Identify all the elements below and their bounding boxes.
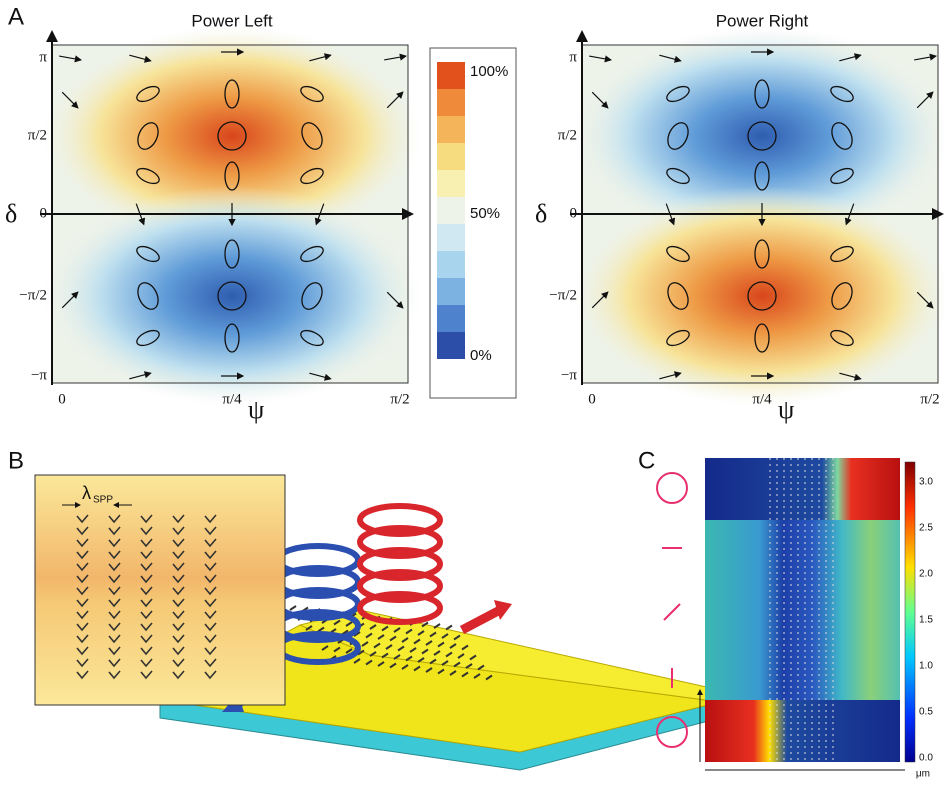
figure: APower Leftδψππ/20−π/2−π0π/4π/2Power Rig…	[0, 0, 944, 781]
spacing-symbol: λ	[82, 483, 91, 503]
panel-label: C	[638, 447, 655, 474]
y-tick-label: −π/2	[19, 287, 47, 303]
lobe	[572, 186, 944, 406]
y-tick-label: π	[569, 49, 577, 65]
colorbar-tick-label: 2.5	[919, 523, 933, 534]
x-tick-label: 0	[58, 391, 66, 407]
colorbar-tick-label: 1.5	[919, 615, 933, 626]
y-axis-label: δ	[535, 199, 547, 228]
x-tick-label: 0	[588, 391, 596, 407]
antenna	[290, 606, 296, 610]
antenna	[446, 626, 452, 630]
colorbar-swatch	[437, 197, 465, 224]
field-band	[705, 700, 900, 762]
y-tick-label: π/2	[558, 127, 577, 143]
y-tick-label: 0	[40, 205, 48, 221]
x-axis-label: ψ	[248, 395, 264, 424]
colorbar-label: 50%	[470, 205, 500, 222]
power-map: Power Right δ ψ π π/2 0 −π/2 −π 0 π/4 π/2	[535, 11, 944, 423]
colorbar-tick-label: 3.0	[919, 477, 933, 488]
colorbar	[905, 462, 915, 762]
plot-title: Power Right	[716, 11, 809, 30]
x-axis-label: ψ	[778, 395, 794, 424]
colorbar-swatch	[437, 170, 465, 197]
colorbar-swatch	[437, 116, 465, 143]
colorbar-tick-label: 1.0	[919, 661, 933, 672]
x-tick-label: π/2	[390, 391, 409, 407]
y-tick-label: π	[39, 49, 47, 65]
colorbar-swatch	[437, 143, 465, 170]
colorbar-swatch	[437, 278, 465, 305]
colorbar-swatch	[437, 251, 465, 278]
polarization-icon	[657, 473, 687, 503]
colorbar-tick-label: 0.0	[919, 753, 933, 764]
field-band	[705, 520, 900, 700]
field-band	[705, 458, 900, 520]
colorbar-swatch	[437, 332, 465, 359]
y-tick-label: −π/2	[549, 287, 577, 303]
y-tick-label: −π	[561, 367, 577, 383]
colorbar-label: 100%	[470, 63, 508, 80]
spacing-subscript: SPP	[93, 495, 113, 506]
polarization-icon	[664, 604, 680, 620]
y-tick-label: π/2	[28, 127, 47, 143]
colorbar-swatch	[437, 224, 465, 251]
axis-unit: μm	[916, 769, 930, 780]
plot-title: Power Left	[191, 11, 273, 30]
colorbar-swatch	[437, 305, 465, 332]
power-map: Power Left δ ψ π π/2 0 −π/2 −π 0 π/4 π/2	[5, 11, 422, 423]
inset-frame	[35, 475, 285, 705]
x-tick-label: π/4	[752, 391, 772, 407]
colorbar-label: 0%	[470, 347, 492, 364]
colorbar-swatch	[437, 62, 465, 89]
x-tick-label: π/4	[222, 391, 242, 407]
y-axis-label: δ	[5, 199, 17, 228]
direction-arrow	[462, 610, 500, 630]
colorbar: 100% 50% 0%	[430, 48, 516, 398]
inset: λSPP	[35, 475, 285, 705]
colorbar-tick-label: 2.0	[919, 569, 933, 580]
x-tick-label: π/2	[920, 391, 939, 407]
panel-label: A	[8, 3, 24, 30]
colorbar-swatch	[437, 89, 465, 116]
panel-label: B	[8, 447, 24, 474]
panel-c: Cμm 3.0 2.5 2.0 1.5 1.0 0.5 0.0	[638, 447, 933, 779]
y-tick-label: 0	[570, 205, 578, 221]
colorbar-tick-label: 0.5	[919, 707, 933, 718]
y-tick-label: −π	[31, 367, 47, 383]
